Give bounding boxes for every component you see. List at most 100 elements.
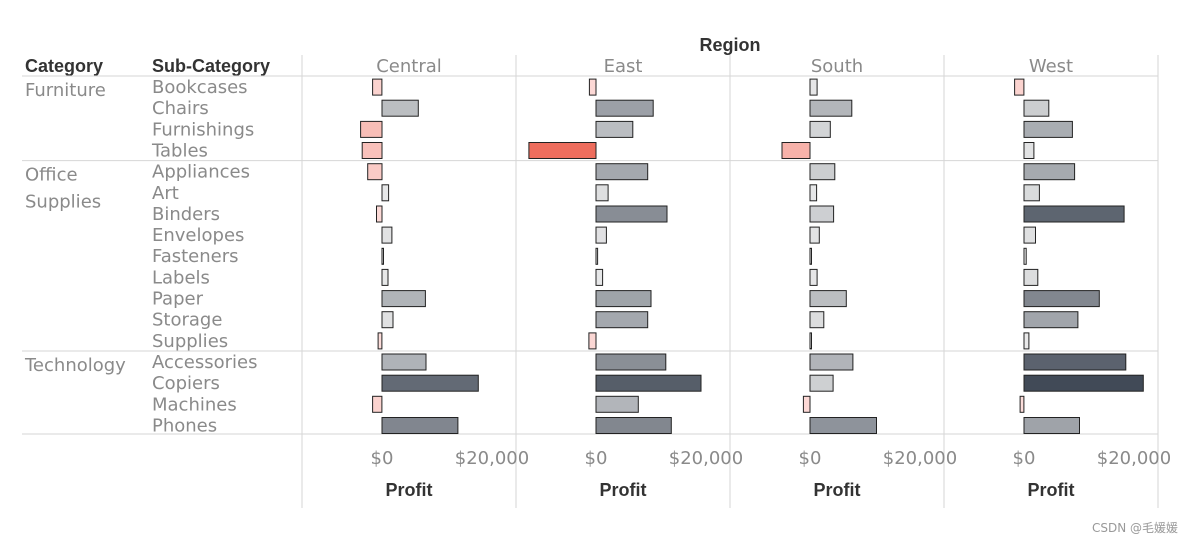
row-labels: Central East South West Furniture Office Suppl… (24, 56, 1073, 436)
bar-central-phones (381, 417, 459, 434)
bar-west-envelopes (1023, 226, 1036, 244)
x-tick-label: $20,000 (883, 448, 957, 469)
bar-south-accessories (809, 353, 854, 371)
region-header-east: East (604, 56, 643, 77)
region-header-south: South (811, 56, 863, 77)
bar-south-storage (809, 311, 825, 329)
bar-south-appliances (809, 163, 836, 181)
bar-west-machines (1019, 395, 1025, 413)
bar-west-bookcases (1014, 78, 1025, 96)
sub-category-label: Storage (152, 310, 222, 331)
bar-central-appliances (367, 163, 383, 181)
x-axis-title: Profit (386, 480, 433, 500)
sub-category-label: Tables (151, 140, 208, 161)
bar-south-art (809, 184, 818, 202)
x-axis-title: Profit (600, 480, 647, 500)
bar-east-accessories (595, 353, 667, 371)
sub-category-label: Bookcases (152, 77, 248, 98)
x-tick-label: $0 (1013, 448, 1036, 469)
bar-central-machines (372, 395, 383, 413)
bar-south-phones (809, 417, 877, 434)
bar-west-accessories (1023, 353, 1127, 371)
bar-south-furnishings (809, 120, 831, 138)
bar-south-binders (809, 205, 835, 223)
x-tick-label: $0 (799, 448, 822, 469)
bar-west-tables (1023, 142, 1035, 159)
bar-central-tables (361, 142, 383, 159)
x-tick-label: $20,000 (669, 448, 743, 469)
bar-west-art (1023, 184, 1040, 202)
bar-south-copiers (809, 374, 834, 392)
bar-central-paper (381, 290, 426, 308)
bar-central-envelopes (381, 226, 393, 244)
x-tick-label: $0 (371, 448, 394, 469)
sub-category-label: Appliances (152, 162, 250, 183)
table-lines (22, 55, 1159, 508)
bar-east-labels (595, 268, 604, 286)
row-header-sub-category: Sub-Category (152, 56, 270, 76)
sub-category-label: Copiers (152, 373, 220, 394)
bar-west-phones (1023, 417, 1080, 434)
bar-central-chairs (381, 99, 419, 117)
bar-south-fasteners (809, 247, 812, 265)
bar-south-chairs (809, 99, 853, 117)
bar-west-copiers (1023, 374, 1144, 392)
bar-west-fasteners (1023, 247, 1027, 265)
bar-east-supplies (588, 332, 597, 350)
x-tick-label: $20,000 (1097, 448, 1171, 469)
bar-west-paper (1023, 290, 1100, 308)
sub-category-label: Binders (152, 204, 220, 225)
sub-category-label: Supplies (152, 331, 228, 352)
bars (360, 78, 1144, 434)
bar-central-storage (381, 311, 394, 329)
bar-west-labels (1023, 268, 1039, 286)
bar-south-envelopes (809, 226, 820, 244)
bar-south-tables (781, 142, 811, 159)
bar-central-fasteners (381, 247, 384, 265)
bar-south-labels (809, 268, 818, 286)
row-header-category: Category (25, 56, 103, 76)
sub-category-label: Envelopes (152, 225, 244, 246)
bar-south-bookcases (809, 78, 818, 96)
sub-category-label: Phones (152, 415, 217, 436)
bar-west-chairs (1023, 99, 1050, 117)
bar-central-art (381, 184, 390, 202)
column-header-region: Region (700, 35, 761, 55)
bar-east-chairs (595, 99, 654, 117)
bar-central-binders (376, 205, 383, 223)
sub-category-label: Art (152, 183, 179, 204)
category-label: Technology (24, 355, 126, 376)
bar-east-tables (528, 142, 597, 159)
x-axes: $0 $20,000 Profit $0 $20,000 Profit $0 $20,000 P… (371, 448, 1172, 500)
x-tick-label: $0 (585, 448, 608, 469)
sub-category-label: Accessories (152, 352, 258, 373)
bar-west-supplies (1023, 332, 1030, 350)
bar-east-phones (595, 417, 672, 434)
x-tick-label: $20,000 (455, 448, 529, 469)
bar-south-supplies (809, 332, 812, 350)
bar-east-copiers (595, 374, 702, 392)
sub-category-label: Paper (152, 289, 204, 310)
bar-east-envelopes (595, 226, 607, 244)
sub-category-label: Furnishings (152, 119, 254, 140)
sub-category-label: Labels (152, 267, 210, 288)
category-label: Furniture (25, 80, 106, 101)
bar-central-copiers (381, 374, 479, 392)
bar-east-furnishings (595, 120, 634, 138)
bar-central-accessories (381, 353, 427, 371)
bar-central-furnishings (360, 120, 383, 138)
bar-east-appliances (595, 163, 649, 181)
bar-east-binders (595, 205, 668, 223)
bar-west-binders (1023, 205, 1125, 223)
x-axis-title: Profit (814, 480, 861, 500)
watermark: CSDN @毛媛媛 (1091, 521, 1178, 535)
sub-category-label: Machines (152, 394, 237, 415)
bar-central-labels (381, 268, 389, 286)
bar-central-supplies (377, 332, 383, 350)
x-axis-title: Profit (1028, 480, 1075, 500)
sub-category-label: Chairs (152, 98, 209, 119)
bar-east-fasteners (595, 247, 599, 265)
bar-east-art (595, 184, 609, 202)
bar-east-storage (595, 311, 649, 329)
